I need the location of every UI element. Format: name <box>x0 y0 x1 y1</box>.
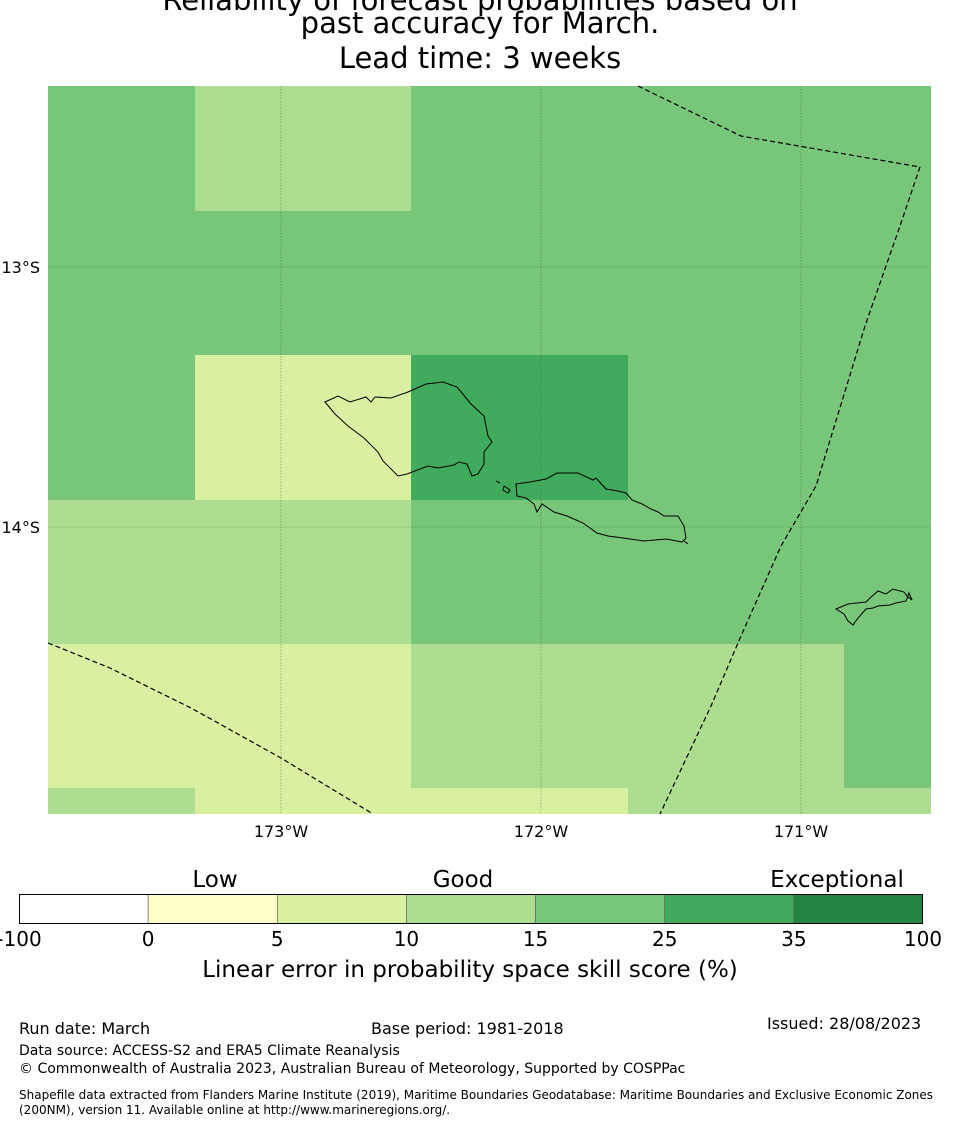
skill-cell-r2-c3 <box>628 355 931 500</box>
islet-nuutele <box>683 540 689 545</box>
category-low: Low <box>192 867 238 893</box>
skill-cell-r2-c0 <box>48 355 195 500</box>
colorbar-swatch-5 <box>664 894 795 924</box>
colorbar <box>19 894 923 924</box>
island-savaii <box>324 381 493 477</box>
eez-boundaries <box>48 86 921 814</box>
skill-cell-r5-c2 <box>411 788 628 814</box>
colorbar-swatch-6 <box>793 894 923 924</box>
island-upolu <box>515 472 687 543</box>
colorbar-swatch-4 <box>535 894 666 924</box>
skill-cell-r4-c3 <box>844 644 931 788</box>
colorbar-tick-5: 25 <box>651 927 678 951</box>
colorbar-swatch-3 <box>406 894 536 924</box>
skill-cell-r3-c1 <box>411 500 931 644</box>
eez-boundary-north <box>637 86 921 168</box>
skill-cell-r5-c1 <box>195 788 411 814</box>
eez-boundary-southwest <box>48 642 374 814</box>
colorbar-tick-2: 5 <box>270 927 284 951</box>
category-good: Good <box>432 867 494 893</box>
colorbar-tick-3: 10 <box>393 927 420 951</box>
colorbar-tick-4: 15 <box>522 927 549 951</box>
skill-cell-r4-c1 <box>411 644 628 788</box>
skill-cell-r2-c1 <box>195 355 411 500</box>
skill-cell-r0-c0 <box>48 86 195 211</box>
skill-cell-r3-c0 <box>48 500 411 644</box>
lon-label-172w: 172°W <box>513 822 569 841</box>
issued-date: Issued: 28/08/2023 <box>767 1014 922 1033</box>
skill-cell-r0-c3 <box>628 86 844 211</box>
run-date: Run date: March <box>19 1019 151 1038</box>
category-exceptional: Exceptional <box>770 867 904 893</box>
colorbar-tick-7: 100 <box>903 927 943 951</box>
colorbar-swatch-2 <box>276 894 407 924</box>
skill-score-map <box>48 86 931 814</box>
map-title-line-3: Lead time: 3 weeks <box>338 41 622 75</box>
graticule <box>48 86 931 814</box>
skill-cell-r5-c3 <box>628 788 931 814</box>
shapefile-credit: Shapefile data extracted from Flanders M… <box>19 1088 934 1117</box>
colorbar-swatches <box>19 894 923 924</box>
skill-cell-r0-c2 <box>411 86 628 211</box>
map-title-line-1: Reliability of forecast probabilities ba… <box>162 0 798 17</box>
map-title-line-2: past accuracy for March. <box>300 6 660 40</box>
skill-cell-r0-c1 <box>195 86 411 211</box>
lon-label-171w: 171°W <box>773 822 829 841</box>
copyright: © Commonwealth of Australia 2023, Austra… <box>19 1061 686 1077</box>
base-period: Base period: 1981-2018 <box>371 1019 564 1038</box>
lat-label-13s: 13°S <box>1 258 40 277</box>
skill-cell-r2-c2 <box>411 355 628 500</box>
colorbar-swatch-1 <box>147 894 278 924</box>
islet-manono <box>495 480 511 494</box>
skill-cell-r1-c0 <box>48 211 931 355</box>
skill-cell-r5-c0 <box>48 788 195 814</box>
eez-boundary-east <box>659 166 921 814</box>
lon-label-173w: 173°W <box>253 822 309 841</box>
colorbar-tick-0: -100 <box>0 927 42 951</box>
colorbar-tick-1: 0 <box>141 927 155 951</box>
islands <box>324 381 913 626</box>
island-tutuila <box>834 588 913 626</box>
skill-grid <box>48 86 931 814</box>
colorbar-tick-6: 35 <box>781 927 807 951</box>
colorbar-frame <box>19 894 923 924</box>
colorbar-swatch-0 <box>19 894 149 924</box>
skill-cell-r4-c2 <box>628 644 844 788</box>
lat-label-14s: 14°S <box>1 518 40 537</box>
skill-cell-r0-c4 <box>844 86 931 211</box>
colorbar-label: Linear error in probability space skill … <box>202 957 738 983</box>
data-source: Data source: ACCESS-S2 and ERA5 Climate … <box>19 1043 400 1059</box>
